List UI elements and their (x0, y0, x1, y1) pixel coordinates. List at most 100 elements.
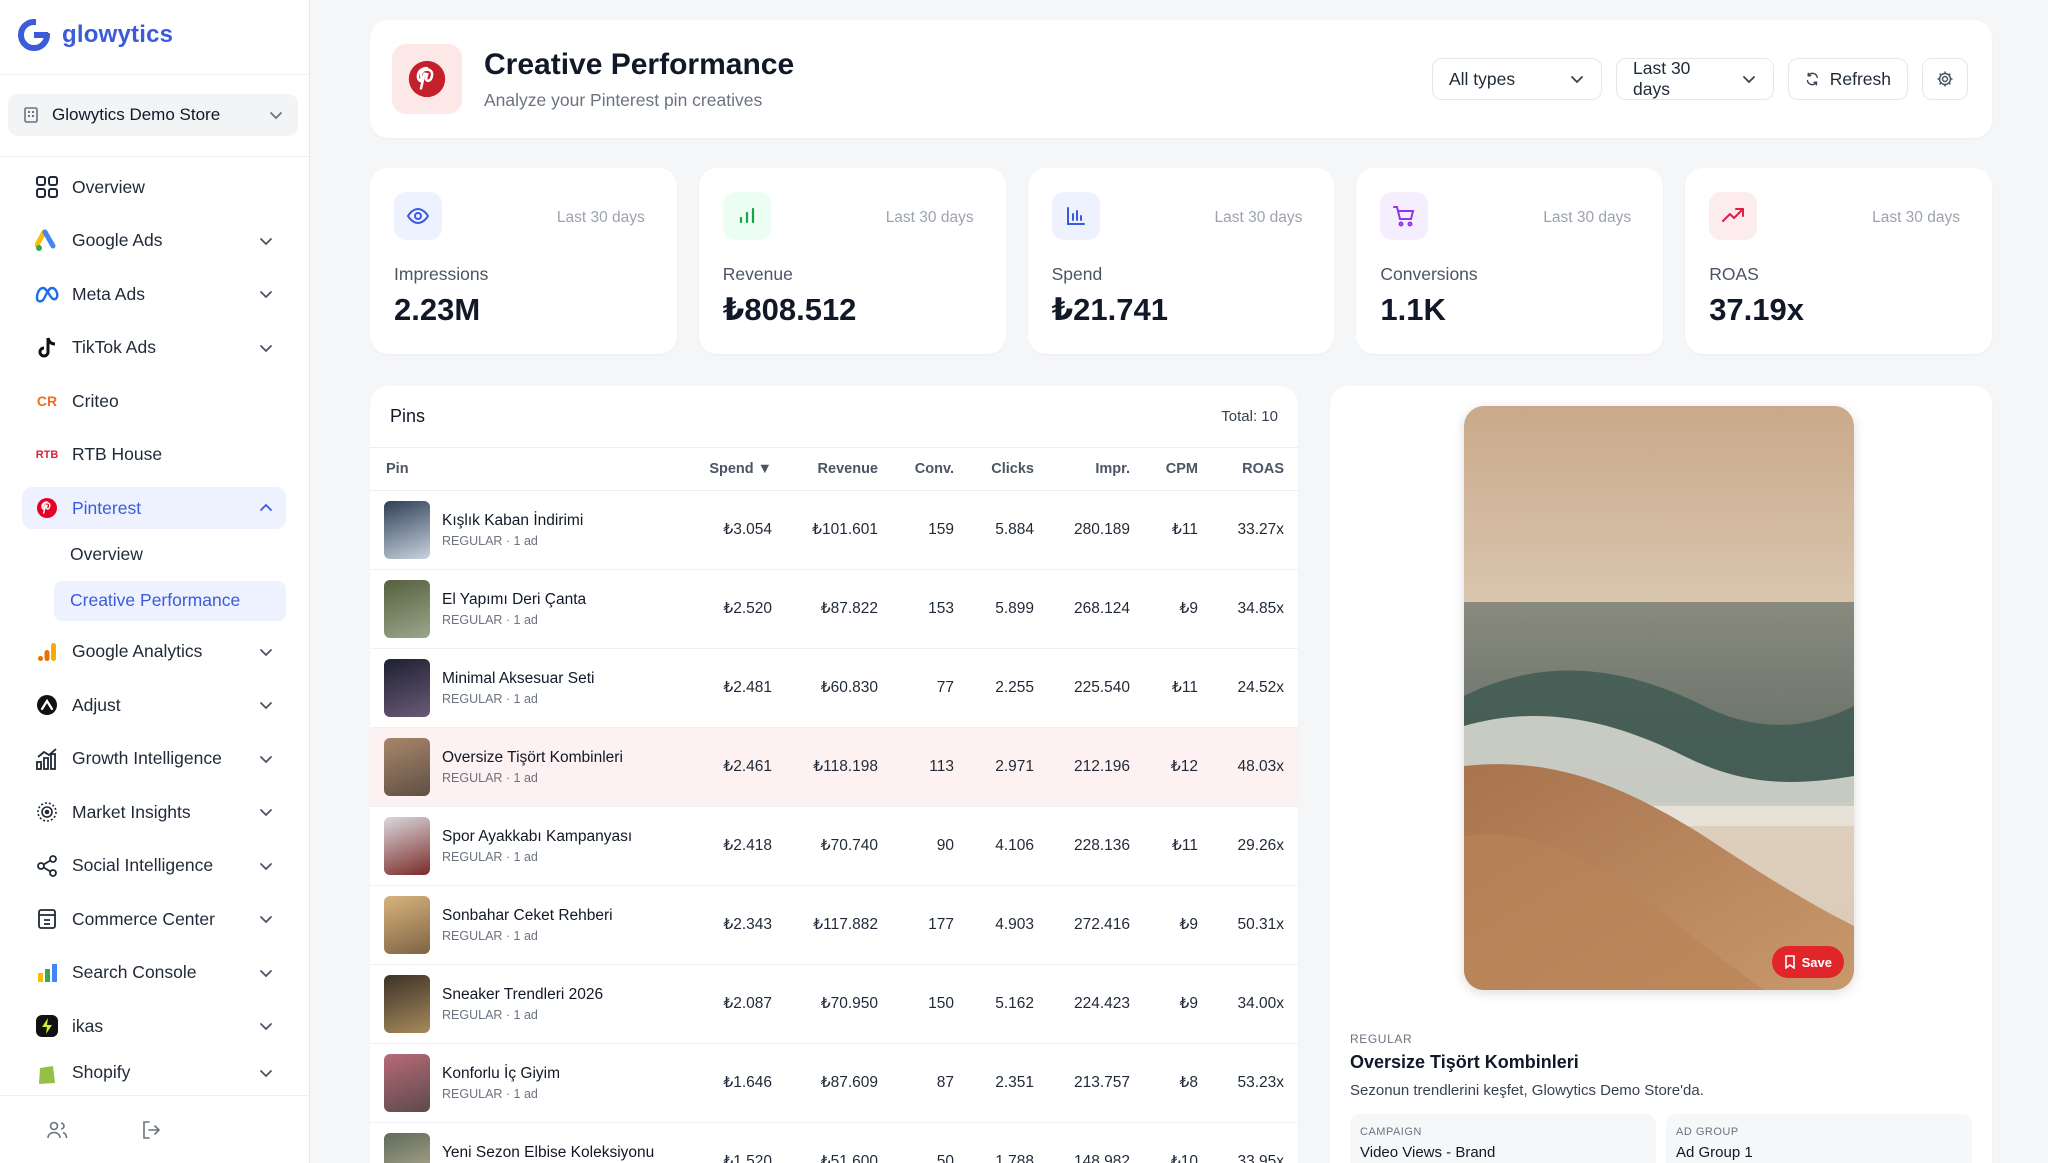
logo[interactable]: glowytics (16, 16, 173, 54)
cell-clicks: 5.899 (995, 599, 1034, 617)
page-header: Creative Performance Analyze your Pinter… (370, 20, 1992, 138)
kpi-value: ₺808.512 (722, 292, 857, 327)
cell-clicks: 2.351 (995, 1073, 1034, 1091)
cell-cpm: ₺12 (1170, 758, 1198, 775)
cell-clicks: 5.162 (995, 994, 1034, 1012)
column-header-conv[interactable]: Conv. (892, 448, 968, 491)
settings-button[interactable] (1922, 58, 1968, 100)
sidebar-item-social-intelligence[interactable]: Social Intelligence (22, 845, 286, 887)
date-range-select[interactable]: Last 30 days (1616, 58, 1774, 100)
kpi-value: ₺21.741 (1051, 292, 1168, 327)
google-ads-icon (34, 228, 60, 254)
cell-clicks: 2.255 (995, 678, 1034, 696)
sidebar-item-growth-intelligence[interactable]: Growth Intelligence (22, 738, 286, 780)
sidebar-item-market-insights[interactable]: Market Insights (22, 791, 286, 833)
column-header-impr[interactable]: Impr. (1048, 448, 1144, 491)
pin-thumbnail (384, 737, 430, 796)
store-selector[interactable]: Glowytics Demo Store (8, 94, 298, 136)
sidebar-item-commerce-center[interactable]: Commerce Center (22, 898, 286, 940)
sidebar-item-label: Google Analytics (72, 641, 203, 661)
pin-preview-image[interactable]: Save (1464, 406, 1854, 990)
column-header-revenue[interactable]: Revenue (786, 448, 892, 491)
kpi-period: Last 30 days (556, 209, 645, 226)
users-icon[interactable] (46, 1119, 68, 1141)
pin-thumbnail (384, 1132, 430, 1163)
kpi-label: Revenue (722, 264, 793, 284)
pin-preview-card: Save REGULAR Oversize Tişört Kombinleri … (1330, 386, 1992, 1163)
kpi-label: Impressions (394, 264, 489, 284)
kpi-icon-box (1051, 192, 1100, 240)
sidebar-item-ikas[interactable]: ikas (22, 1005, 286, 1047)
cell-impr: 272.416 (1073, 915, 1130, 933)
sidebar-item-search-console[interactable]: Search Console (22, 952, 286, 994)
rtb-icon: RTB (34, 442, 60, 468)
sidebar-item-overview[interactable]: Overview (22, 166, 286, 208)
sidebar-item-rtb-house[interactable]: RTB RTB House (22, 434, 286, 476)
share-icon (34, 853, 60, 879)
kpi-period: Last 30 days (1543, 209, 1632, 226)
bookmark-icon (1784, 955, 1795, 969)
table-row[interactable]: Spor Ayakkabı Kampanyası REGULAR · 1 ad ₺2… (370, 806, 1298, 885)
pin-cell: Yeni Sezon Elbise KoleksiyonuREGULAR · 1… (370, 1122, 688, 1163)
ikas-icon (34, 1013, 60, 1039)
kpi-label: ROAS (1709, 264, 1759, 284)
column-header-clicks[interactable]: Clicks (968, 448, 1048, 491)
subnav-overview[interactable]: Overview (70, 544, 143, 564)
column-header-roas[interactable]: ROAS (1212, 448, 1298, 491)
pin-thumbnail (384, 500, 430, 559)
pin-text: Sonbahar Ceket Rehberi REGULAR · 1 ad (442, 907, 613, 943)
shopify-icon (34, 1060, 60, 1086)
cell-roas: 33.27x (1237, 520, 1284, 538)
table-row[interactable]: Konforlu İç Giyim REGULAR · 1 ad ₺1.646 ₺87… (370, 1043, 1298, 1122)
sidebar-item-google-analytics[interactable]: Google Analytics (22, 631, 286, 673)
kpi-value: 2.23M (394, 292, 481, 327)
cell-spend: ₺1.520 (723, 1153, 772, 1163)
bar-chart-icon (739, 207, 754, 224)
pin-text: Oversize Tişört Kombinleri REGULAR · 1 ad (442, 749, 623, 785)
chevron-down-icon (260, 1069, 272, 1077)
cell-roas: 53.23x (1237, 1073, 1284, 1091)
refresh-button[interactable]: Refresh (1788, 58, 1908, 100)
pin-text: Spor Ayakkabı Kampanyası REGULAR · 1 ad (442, 828, 632, 864)
chevron-down-icon (260, 702, 272, 710)
column-header-pin[interactable]: Pin (370, 448, 688, 491)
table-row[interactable]: Oversize Tişört Kombinleri REGULAR · 1 ad… (370, 727, 1298, 806)
sidebar-item-shopify[interactable]: Shopify (22, 1059, 286, 1087)
cell-impr: 212.196 (1073, 757, 1130, 775)
sidebar-item-criteo[interactable]: CR Criteo (22, 380, 286, 422)
sidebar-item-meta-ads[interactable]: Meta Ads (22, 273, 286, 315)
cell-impr: 213.757 (1073, 1073, 1130, 1091)
app-name: glowytics (62, 21, 174, 48)
table-row[interactable]: El Yapımı Deri Çanta REGULAR · 1 ad ₺2.520… (370, 569, 1298, 648)
save-button[interactable]: Save (1771, 946, 1844, 978)
cell-impr: 228.136 (1073, 836, 1130, 854)
sidebar-nav: Overview Google Ads Meta Ads TikTok Ads (22, 166, 286, 1098)
sidebar-item-tiktok-ads[interactable]: TikTok Ads (22, 327, 286, 369)
pin-cell: Spor Ayakkabı Kampanyası REGULAR · 1 ad (370, 806, 688, 885)
kpi-cards: Last 30 days Impressions 2.23M Last 30 d… (370, 168, 1992, 354)
subnav-creative-performance[interactable]: Creative Performance (54, 580, 286, 621)
table-row[interactable]: Sneaker Trendleri 2026 REGULAR · 1 ad ₺2.0… (370, 964, 1298, 1043)
logout-icon[interactable] (140, 1119, 162, 1141)
cell-cpm: ₺10 (1170, 1153, 1198, 1163)
ad-group-info: AD GROUP Ad Group 1 (1666, 1114, 1972, 1163)
type-filter-select[interactable]: All types (1432, 58, 1602, 100)
table-row[interactable]: Yeni Sezon Elbise KoleksiyonuREGULAR · 1… (370, 1122, 1298, 1163)
sidebar-item-google-ads[interactable]: Google Ads (22, 220, 286, 262)
pin-info: Sonbahar Ceket Rehberi REGULAR · 1 ad (384, 895, 674, 954)
table-row[interactable]: Minimal Aksesuar Seti REGULAR · 1 ad ₺2.48… (370, 648, 1298, 727)
table-row[interactable]: Kışlık Kaban İndirimi REGULAR · 1 ad ₺3.05… (370, 490, 1298, 569)
cell-cpm: ₺9 (1179, 995, 1198, 1012)
pin-cell: Kışlık Kaban İndirimi REGULAR · 1 ad (370, 490, 688, 569)
column-header-cpm[interactable]: CPM (1144, 448, 1212, 491)
cell-conv: 153 (928, 599, 954, 617)
sidebar-item-pinterest[interactable]: Pinterest (22, 487, 286, 529)
campaign-label: CAMPAIGN (1360, 1126, 1422, 1138)
glowytics-logo-icon (18, 19, 52, 51)
column-header-spend[interactable]: Spend ▼ (688, 448, 786, 491)
cell-revenue: ₺87.609 (820, 1074, 878, 1091)
table-row[interactable]: Sonbahar Ceket Rehberi REGULAR · 1 ad ₺2.3… (370, 885, 1298, 964)
cell-impr: 148.982 (1073, 1152, 1130, 1163)
sidebar-item-adjust[interactable]: Adjust (22, 684, 286, 726)
cell-cpm: ₺9 (1179, 916, 1198, 933)
